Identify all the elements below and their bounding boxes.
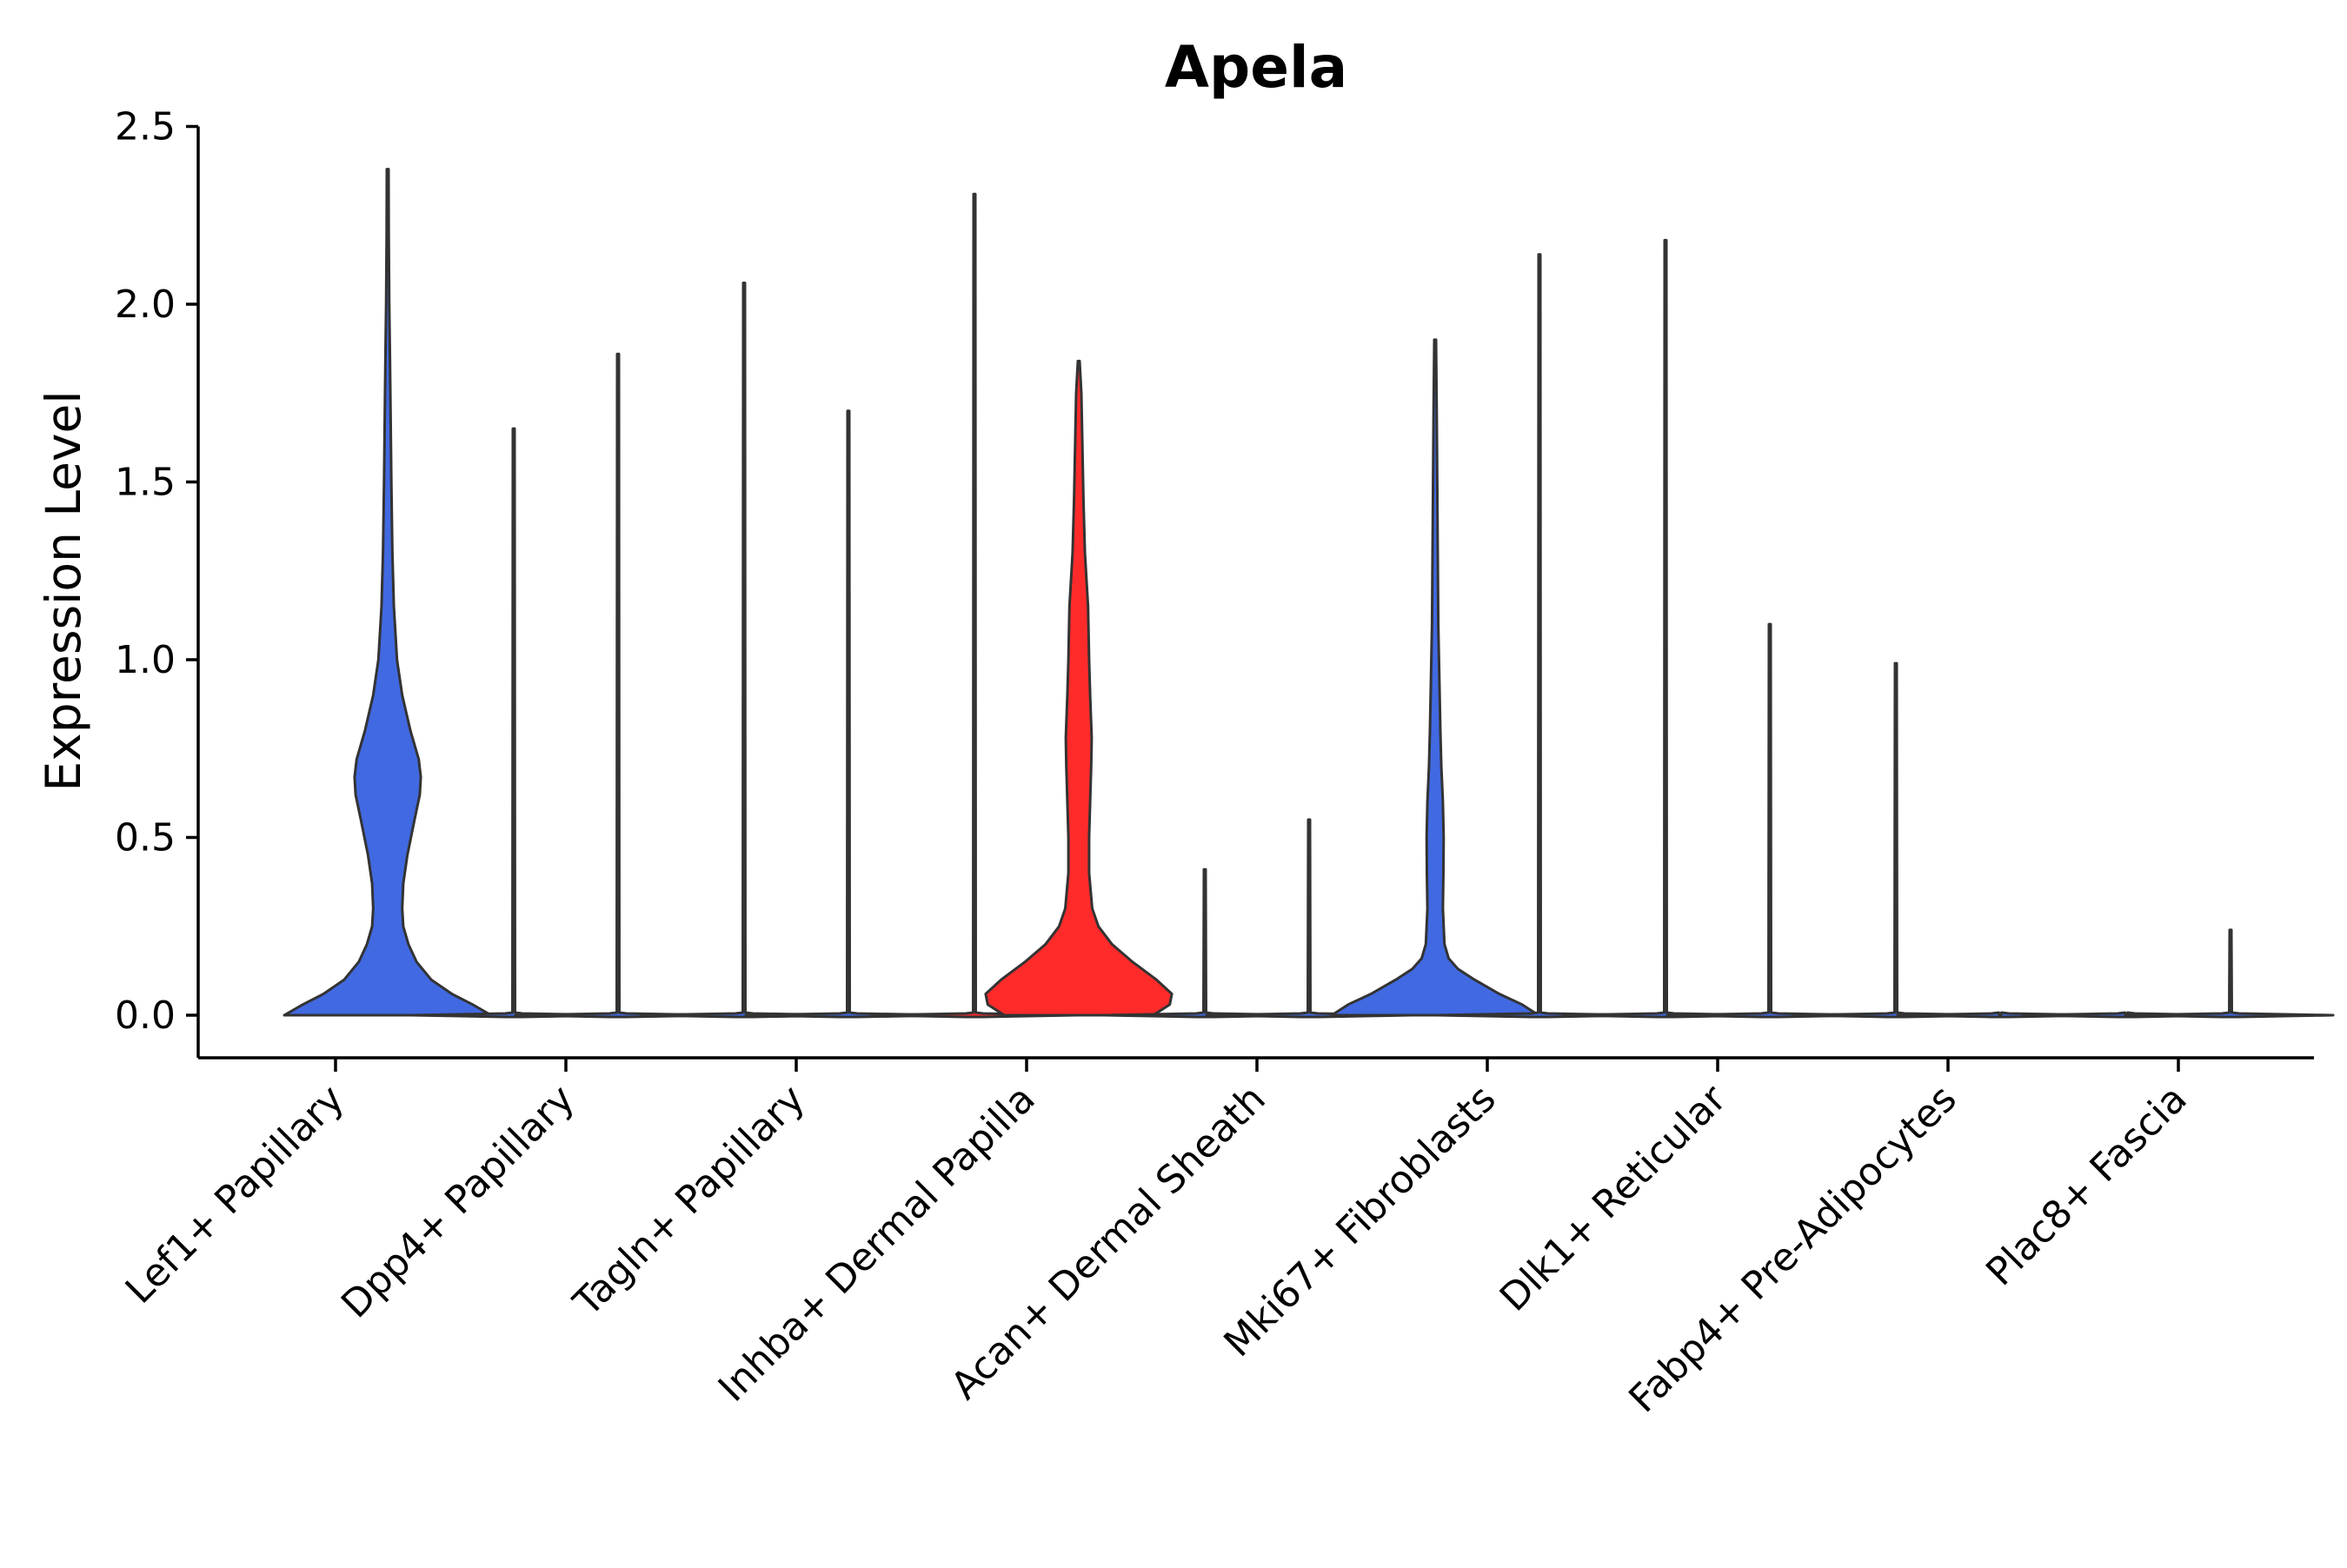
y-tick-label: 1.0 [115,638,176,682]
chart-title: Apela [1165,34,1347,101]
violin-layer [283,168,2335,1019]
violin-dlk1-reticular-1 [1561,238,1770,1019]
violin-inhba-dermal-papilla-1 [870,192,1079,1019]
violin-tagln-papillary-2 [744,409,953,1019]
y-tick-label: 2.5 [115,105,176,149]
x-category-label: Tagln+ Papillary [565,1077,814,1325]
y-tick-label: 2.0 [115,282,176,327]
y-tick-label: 1.5 [115,461,176,505]
y-tick-label: 0.5 [115,816,176,860]
x-category-label: Lef1+ Papillary [117,1077,353,1312]
violin-inhba-dermal-papilla-2 [984,359,1174,1017]
violin-mki67-fibroblasts-2 [1435,253,1644,1019]
x-category-label: Dlk1+ Reticular [1492,1076,1736,1320]
y-axis-label: Expression Level [36,390,91,791]
violin-tagln-papillary-1 [640,281,848,1019]
x-category-label: Plac8+ Fascia [1978,1077,2196,1295]
violin-acan-dermal-sheath-1 [1100,867,1309,1019]
violin-fabp4-pre-adipocytes-1 [1792,661,2000,1019]
violin-plac8-fascia-2 [2126,928,2335,1019]
violin-mki67-fibroblasts-1 [1330,338,1540,1017]
x-category-label: Dpp4+ Papillary [333,1077,583,1327]
violin-acan-dermal-sheath-2 [1205,818,1413,1019]
violin-dlk1-reticular-2 [1666,622,1874,1019]
y-tick-label: 0.0 [115,993,176,1038]
violin-dpp4-papillary-2 [514,352,722,1019]
violin-lef1-papillary-2 [283,168,493,1017]
violin-dpp4-papillary-1 [409,427,618,1019]
